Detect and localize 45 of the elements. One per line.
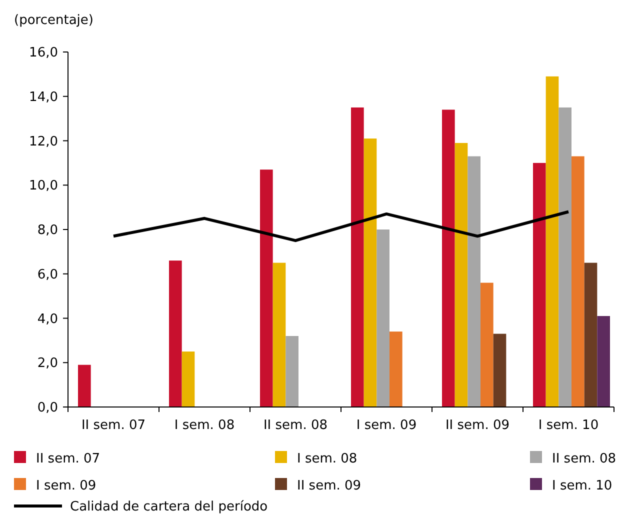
bar [376,230,390,407]
legend-label: II sem. 09 [297,478,362,494]
bar [468,156,480,407]
line-series [112,210,570,242]
y-tick-label: 10,0 [29,178,58,194]
y-tick-label: 8,0 [37,223,58,238]
y-tick-label: 16,0 [29,46,58,61]
legend-label: I sem. 08 [297,452,358,467]
legend-label: I sem. 09 [36,478,96,494]
y-tick-label: 0,0 [37,400,58,416]
legend-label: Calidad de cartera del período [70,500,268,514]
x-tick-label: II sem. 08 [263,418,328,433]
bar [390,332,402,407]
y-tick-label: 6,0 [37,267,58,282]
legend-label: I sem. 10 [552,478,612,494]
legend-label: II sem. 08 [552,452,616,467]
y-tick-label: 4,0 [37,312,58,327]
y-tick-label: 14,0 [29,90,58,105]
bar [454,142,468,407]
bar [493,334,506,407]
bar [286,336,298,407]
bar [351,107,364,407]
x-tick-label: I sem. 09 [356,418,417,433]
bar [169,260,182,407]
bar [572,156,584,407]
y-tick-label: 2,0 [37,356,58,372]
bar [182,352,195,407]
bar [558,107,572,407]
y-tick-label: 12,0 [29,134,58,150]
bar [442,110,455,407]
x-tick-label: II sem. 09 [445,418,510,433]
bar [480,282,494,407]
bar [597,316,610,407]
x-tick-label: I sem. 08 [174,418,235,433]
bar [533,162,546,407]
bar [272,262,286,407]
bar [78,364,91,407]
y-axis-title: (porcentaje) [14,13,94,28]
bar [260,170,273,407]
bar [546,76,559,407]
bar [364,138,377,407]
x-tick-label: I sem. 10 [538,418,599,433]
legend-label: II sem. 07 [36,452,100,467]
bar [584,262,598,407]
x-tick-label: II sem. 07 [81,418,146,433]
